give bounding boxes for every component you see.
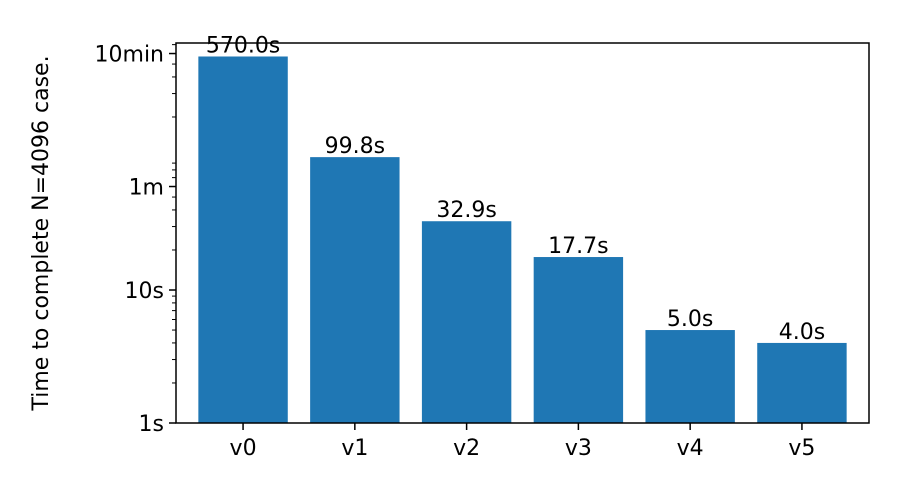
y-axis-label: Time to complete N=4096 case.: [29, 55, 54, 411]
x-tick-label: v3: [565, 436, 592, 461]
bar-value-label: 32.9s: [436, 198, 496, 223]
bar-value-label: 17.7s: [548, 234, 608, 259]
y-tick-label: 1m: [129, 176, 164, 201]
bar-value-label: 99.8s: [325, 134, 385, 159]
bar-v4: [645, 330, 735, 423]
y-tick-label: 10s: [125, 279, 164, 304]
bar-v1: [310, 157, 400, 423]
bar-v2: [421, 221, 512, 423]
bars-group: [198, 56, 847, 423]
x-tick-label: v2: [453, 436, 480, 461]
bar-value-label: 570.0s: [206, 33, 280, 58]
x-tick-label: v4: [677, 436, 704, 461]
bar-value-label: 5.0s: [667, 307, 713, 332]
y-tick-label: 10min: [95, 43, 164, 68]
x-axis-ticks: v0 v1 v2 v3 v4 v5: [230, 423, 815, 461]
bar-v0: [198, 56, 288, 423]
bar-v3: [533, 257, 624, 423]
y-tick-label: 1s: [139, 412, 164, 437]
plot-frame: [175, 42, 870, 424]
bar-value-label: 4.0s: [779, 320, 825, 345]
x-tick-label: v0: [230, 436, 257, 461]
x-tick-label: v5: [788, 436, 815, 461]
x-tick-label: v1: [341, 436, 368, 461]
y-axis-ticks: 1s 10s 1m 10min: [95, 43, 176, 437]
bar-labels-group: 570.0s 99.8s 32.9s 17.7s 5.0s 4.0s: [206, 33, 825, 344]
bar-v5: [757, 342, 847, 423]
